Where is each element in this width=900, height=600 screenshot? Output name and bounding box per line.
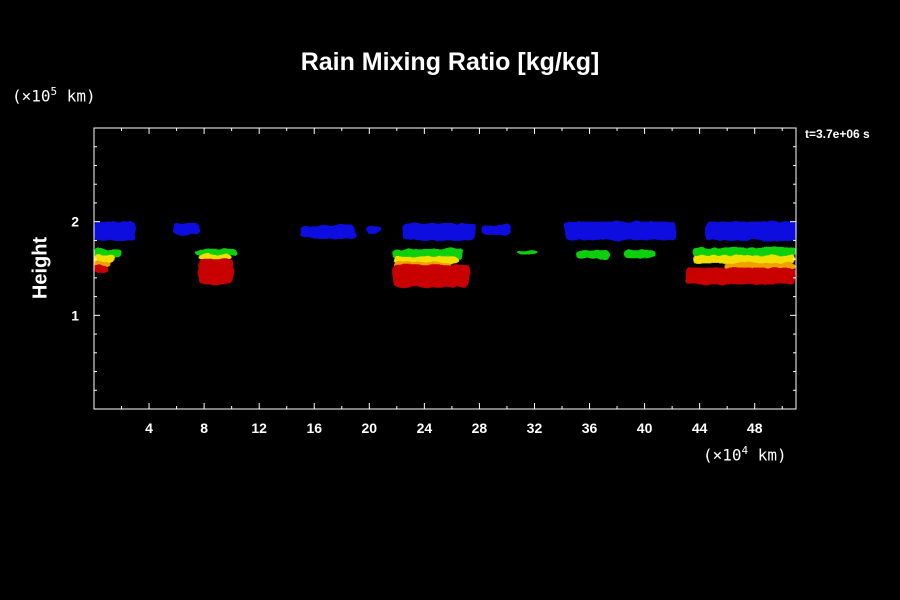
x-tick-label-16: 16 — [306, 420, 322, 436]
plot-frame — [93, 127, 797, 410]
contour-blue-4 — [402, 223, 476, 241]
x-tick-label-20: 20 — [362, 420, 378, 436]
contour-blue-1 — [172, 223, 200, 235]
contour-green-9 — [195, 249, 238, 256]
x-tick-label-44: 44 — [692, 420, 708, 436]
y-scale-suffix: km) — [57, 86, 96, 106]
y-scale-prefix: (×10 — [12, 86, 51, 106]
contour-yellow-18 — [692, 255, 796, 264]
time-label: t=3.7e+06 s — [805, 127, 870, 141]
y-tick-label-1: 1 — [71, 307, 79, 323]
contour-yellow-16 — [198, 254, 232, 260]
contour-green-14 — [692, 247, 796, 258]
contour-red-23 — [198, 258, 234, 285]
contour-red-25 — [685, 267, 796, 285]
contour-blue-3 — [366, 226, 381, 233]
x-axis-scale-label: (×104 km) — [703, 444, 787, 464]
x-scale-exponent: 4 — [741, 444, 749, 457]
contour-yellow-15 — [94, 254, 115, 263]
data-layer — [94, 221, 796, 288]
x-tick-label-24: 24 — [417, 420, 433, 436]
contour-red-22 — [94, 264, 108, 274]
contour-blue-2 — [300, 225, 356, 239]
y-axis-scale-label: (×105 km) — [12, 85, 96, 105]
chart-title: Rain Mixing Ratio [kg/kg] — [300, 48, 600, 76]
x-scale-prefix: (×10 — [703, 445, 742, 465]
contour-orange-21 — [724, 262, 796, 269]
contour-green-12 — [575, 249, 611, 260]
contour-blue-5 — [482, 224, 512, 235]
x-tick-label-12: 12 — [251, 420, 267, 436]
contour-blue-0 — [94, 221, 136, 241]
x-tick-label-36: 36 — [582, 420, 598, 436]
x-tick-label-40: 40 — [637, 420, 653, 436]
contour-blue-7 — [705, 221, 796, 241]
x-scale-suffix: km) — [748, 445, 787, 465]
x-tick-label-8: 8 — [200, 420, 208, 436]
contour-green-11 — [516, 250, 538, 255]
x-tick-label-28: 28 — [472, 420, 488, 436]
x-tick-label-48: 48 — [747, 420, 763, 436]
x-tick-label-32: 32 — [527, 420, 543, 436]
y-tick-label-2: 2 — [71, 214, 79, 230]
contour-green-13 — [623, 249, 656, 259]
y-scale-exponent: 5 — [50, 85, 58, 98]
axis-ticks — [94, 128, 796, 409]
x-tick-label-4: 4 — [145, 420, 153, 436]
contour-blue-6 — [564, 221, 677, 241]
contour-red-24 — [392, 264, 470, 288]
